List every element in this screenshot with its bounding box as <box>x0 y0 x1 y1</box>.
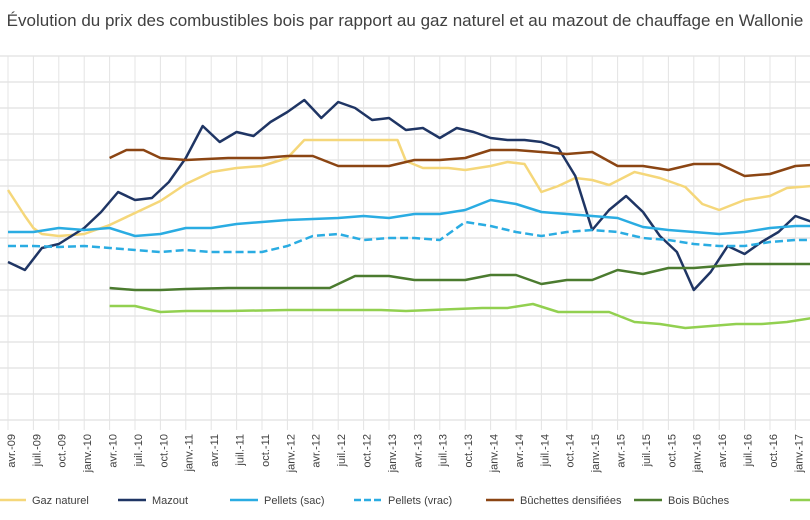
legend-label-5: Bois Bûches <box>668 495 730 507</box>
x-tick-label: janv.-17 <box>793 434 805 473</box>
x-tick-label: avr.-09 <box>6 434 18 468</box>
x-tick-label: oct.-14 <box>565 434 577 468</box>
x-tick-label: janv.-14 <box>489 434 501 473</box>
x-tick-label: janv.-11 <box>184 434 196 473</box>
x-tick-label: avr.-12 <box>311 434 323 468</box>
x-tick-label: janv.-12 <box>285 434 297 473</box>
series-line-5 <box>109 262 810 292</box>
x-tick-label: juil.-13 <box>438 434 450 467</box>
x-tick-label: juil.-14 <box>539 434 551 467</box>
x-tick-label: juil.-09 <box>31 434 43 467</box>
legend-label-1: Mazout <box>152 495 188 507</box>
legend-label-3: Pellets (vrac) <box>388 495 452 507</box>
chart-title: Évolution du prix des combustibles bois … <box>7 11 804 30</box>
series-line-1 <box>7 98 810 292</box>
x-tick-label: avr.-14 <box>514 434 526 468</box>
x-tick-label: avr.-10 <box>108 434 120 468</box>
x-axis-ticks: avr.-09 juil.-09 oct.-09 janv.-10 avr.-10 jui… <box>6 434 805 473</box>
x-tick-label: avr.-16 <box>717 434 729 468</box>
x-tick-label: oct.-09 <box>57 434 69 468</box>
x-tick-label: juil.-10 <box>133 434 145 467</box>
x-tick-label: juil.-12 <box>336 434 348 467</box>
series-line-0 <box>6 138 810 238</box>
chart-grid <box>0 55 810 430</box>
x-tick-label: oct.-16 <box>768 434 780 468</box>
x-tick-label: janv.-10 <box>82 434 94 473</box>
x-tick-label: oct.-15 <box>666 434 678 468</box>
chart-series-lines <box>6 98 810 330</box>
x-tick-label: janv.-16 <box>692 434 704 473</box>
series-line-4 <box>109 148 810 178</box>
x-tick-label: avr.-11 <box>209 434 221 467</box>
legend-label-0: Gaz naturel <box>32 495 89 507</box>
series-line-6 <box>109 302 810 330</box>
x-tick-label: janv.-15 <box>590 434 602 473</box>
legend-label-4: Bûchettes densifiées <box>520 495 622 507</box>
x-tick-label: oct.-12 <box>362 434 374 468</box>
chart-legend: Gaz naturel Mazout Pellets (sac) Pellets (v… <box>0 495 810 507</box>
x-tick-label: avr.-13 <box>412 434 424 468</box>
x-tick-label: avr.-15 <box>616 434 628 468</box>
series-line-2 <box>8 198 810 238</box>
x-tick-label: juil.-16 <box>743 434 755 467</box>
x-tick-label: oct.-13 <box>463 434 475 468</box>
x-tick-label: oct.-10 <box>158 434 170 468</box>
x-tick-label: juil.-15 <box>641 434 653 467</box>
legend-label-2: Pellets (sac) <box>264 495 325 507</box>
series-line-3 <box>8 220 810 254</box>
x-tick-label: juil.-11 <box>235 434 247 467</box>
x-tick-label: janv.-13 <box>387 434 399 473</box>
x-tick-label: oct.-11 <box>260 434 272 467</box>
